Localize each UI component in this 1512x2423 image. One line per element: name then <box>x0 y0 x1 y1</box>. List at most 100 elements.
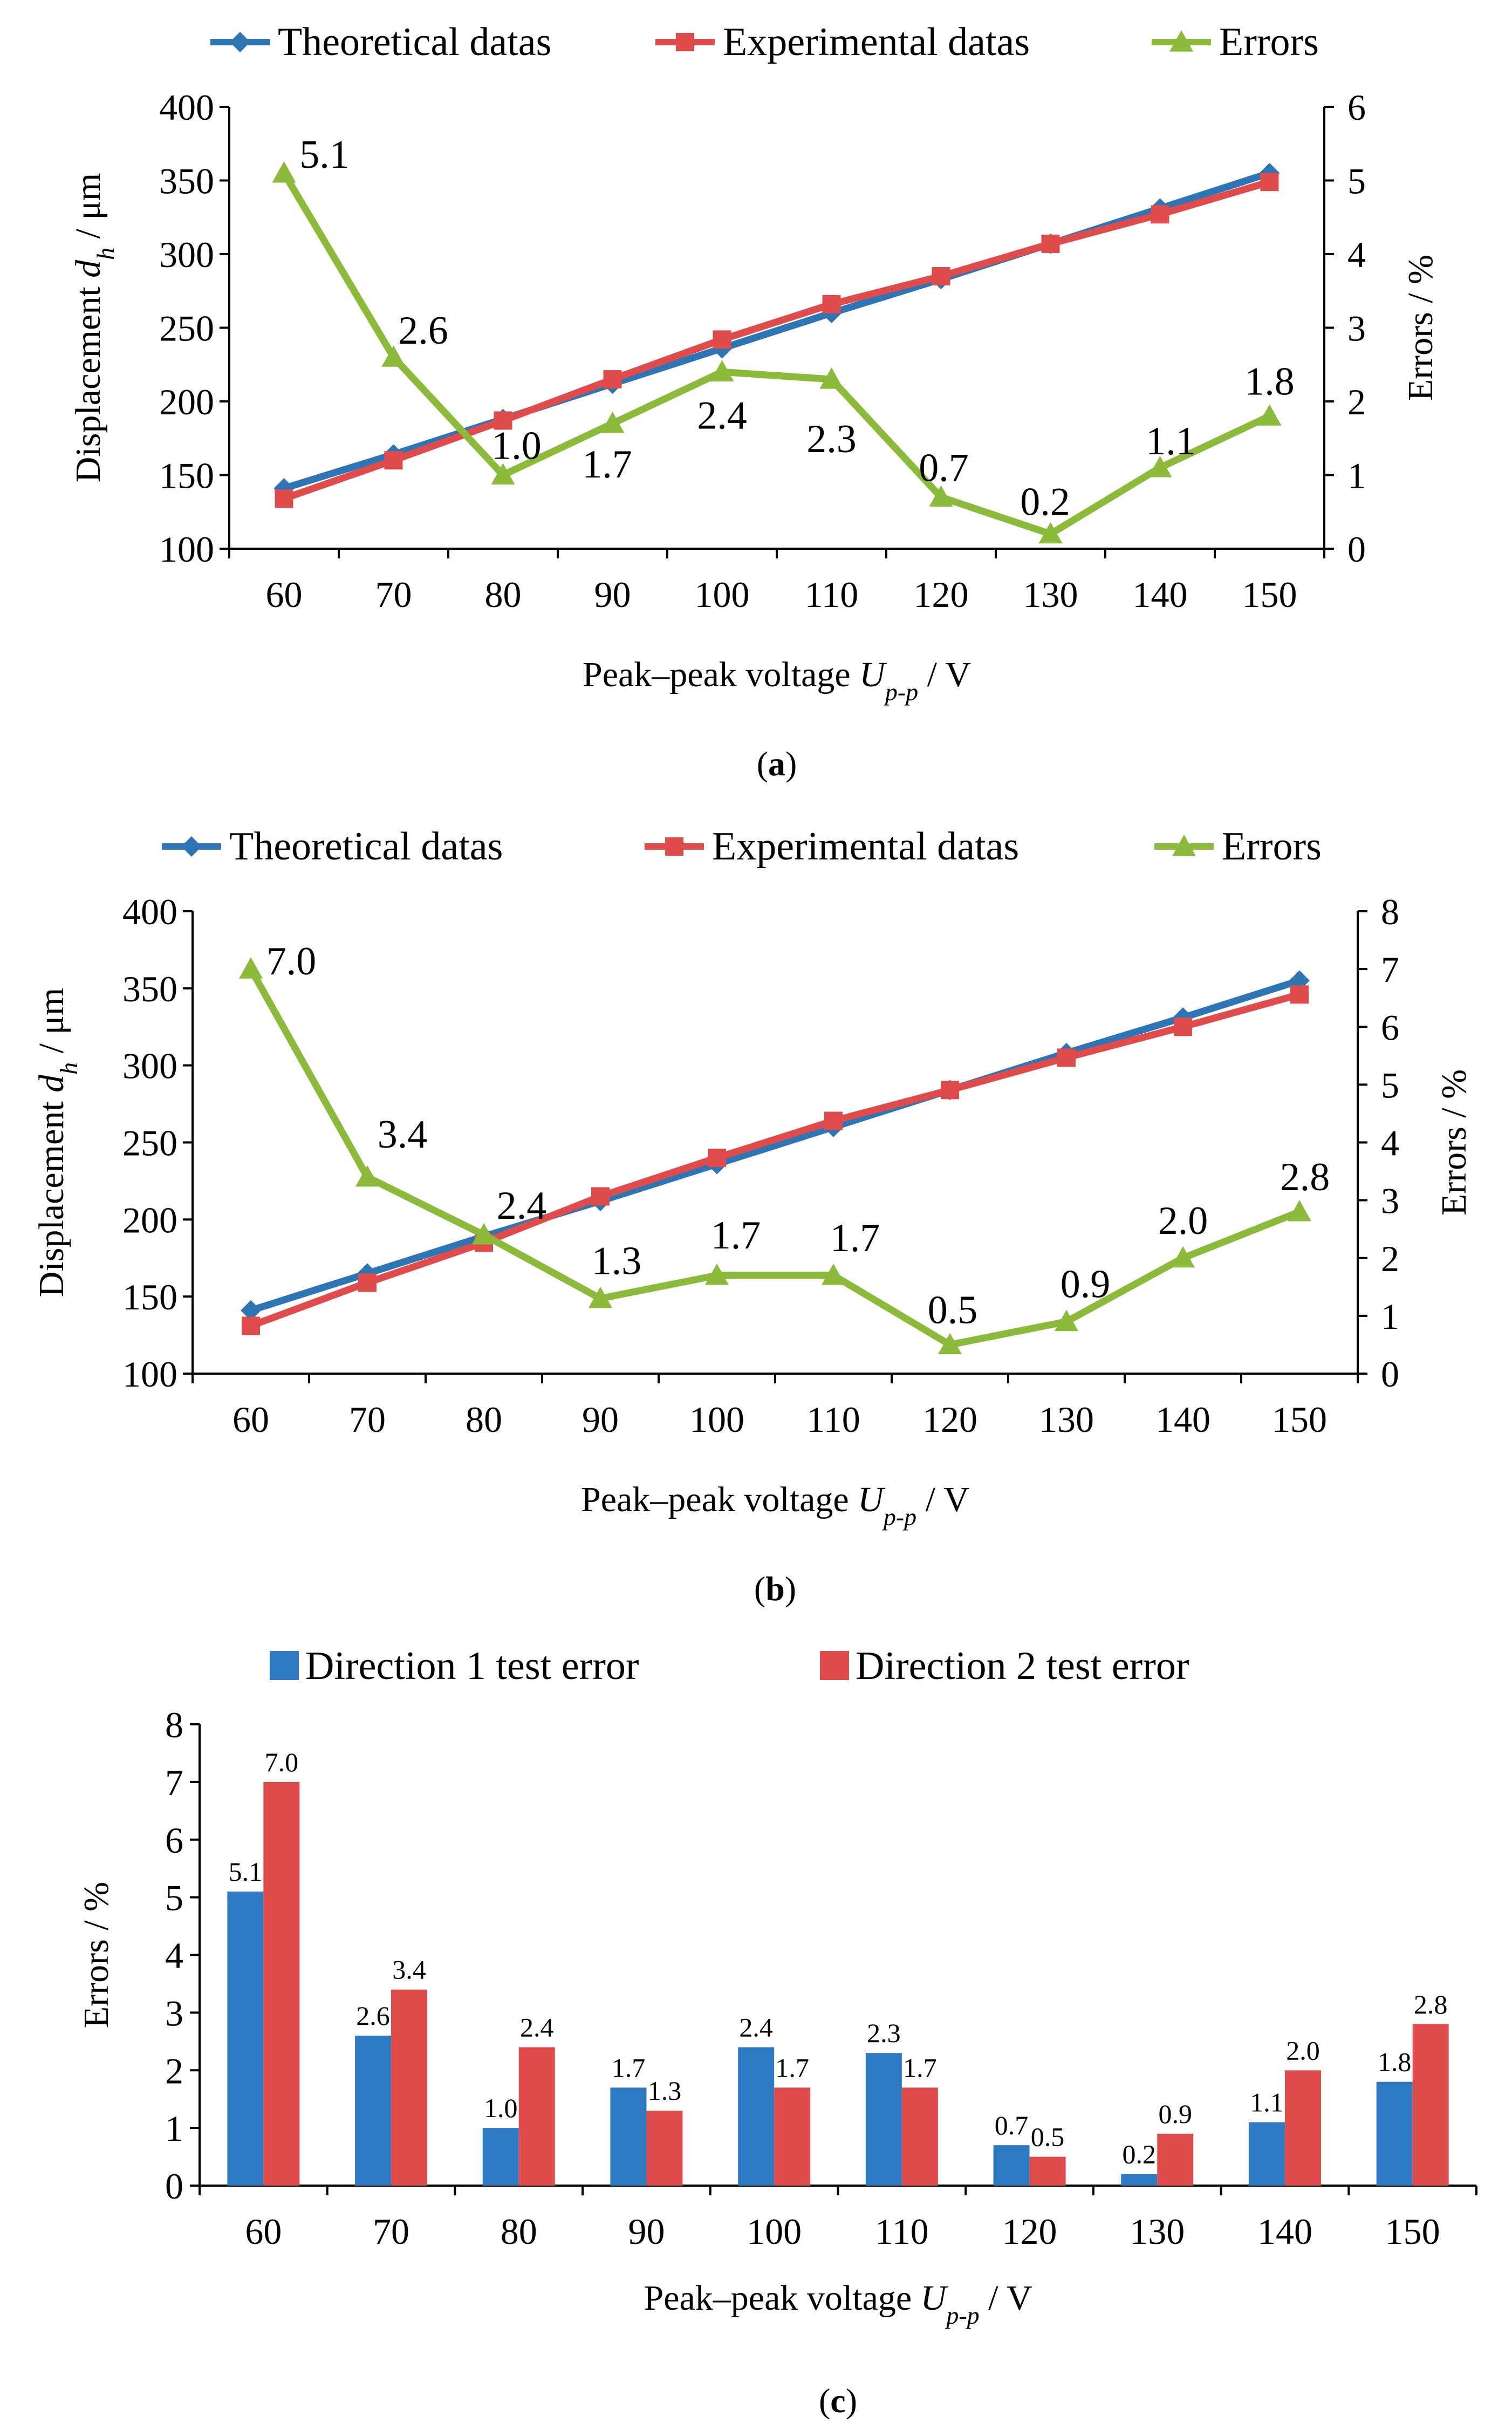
data-point <box>589 1286 612 1308</box>
left-tick-label: 100 <box>122 1354 177 1395</box>
x-tick-label: 130 <box>1023 574 1078 615</box>
series-line-2 <box>248 967 1301 1348</box>
x-tick-label: 80 <box>501 2211 537 2252</box>
x-tick-label: 130 <box>1130 2211 1185 2252</box>
left-tick-label: 350 <box>159 161 214 202</box>
data-point <box>355 1165 379 1187</box>
data-point <box>1151 205 1169 224</box>
left-tick-label: 100 <box>159 529 214 570</box>
legend-theoretical-label: Theoretical datas <box>278 20 551 64</box>
x-tick-label: 70 <box>373 2211 409 2252</box>
x-tick-label: 120 <box>914 574 969 615</box>
bar-data-label: 1.8 <box>1378 2047 1412 2077</box>
y-tick-label: 3 <box>165 1992 183 2033</box>
data-label: 1.7 <box>830 1216 880 1260</box>
legend-theoretical-label: Theoretical datas <box>229 824 503 869</box>
data-point <box>1288 1200 1311 1221</box>
y-tick-label: 8 <box>165 1704 183 1745</box>
data-point <box>1038 522 1063 544</box>
bar-data-label: 1.1 <box>1250 2087 1284 2117</box>
data-point <box>941 1081 959 1100</box>
left-tick-label: 250 <box>122 1123 177 1164</box>
chart-panel-b: 100 150 200 250 300 350 400 0 1 2 3 4 5 6 7 8 60 70 80 90 10… <box>32 824 1474 1608</box>
x-tick-label: 140 <box>1257 2211 1312 2252</box>
right-tick-label: 3 <box>1347 308 1366 349</box>
bar-data-label: 7.0 <box>265 1747 299 1777</box>
bar-direction-2 <box>1157 2133 1194 2186</box>
bar-data-label: 0.5 <box>1031 2122 1065 2152</box>
data-label: 5.1 <box>299 133 350 177</box>
series-line-1 <box>249 991 1301 1329</box>
left-tick-label: 400 <box>122 891 177 932</box>
data-point <box>603 370 622 389</box>
x-tick-label: 90 <box>628 2211 665 2252</box>
bar-data-label: 1.7 <box>903 2052 937 2083</box>
legend-experimental-label: Experimental datas <box>712 824 1019 869</box>
legend-errors-label: Errors <box>1219 20 1319 64</box>
x-tick-label: 60 <box>266 574 303 615</box>
bar-data-label: 1.3 <box>648 2076 682 2106</box>
data-point <box>713 330 731 349</box>
right-y-axis-title: Errors / % <box>1401 255 1440 401</box>
bar-direction-2 <box>1284 2070 1321 2186</box>
bar-direction-2 <box>263 1782 300 2186</box>
bar-direction-1 <box>1376 2081 1413 2186</box>
left-y-axis-title: Displacement dh / μm <box>69 173 119 482</box>
right-tick-label: 1 <box>1381 1296 1399 1337</box>
bar-direction-1 <box>1121 2174 1158 2186</box>
bar-direction-1 <box>482 2128 519 2186</box>
x-tick-label: 80 <box>485 574 522 615</box>
data-label: 2.4 <box>697 393 747 438</box>
x-tick-label: 100 <box>695 574 750 615</box>
bar-data-label: 5.1 <box>229 1857 263 1887</box>
x-tick-label: 80 <box>466 1399 502 1440</box>
data-point <box>1055 1309 1078 1332</box>
x-axis-title: Peak–peak voltage Up-p / V <box>583 655 971 706</box>
x-tick-label: 90 <box>594 574 631 615</box>
data-point <box>241 1300 261 1321</box>
series-line-2 <box>280 171 1271 538</box>
data-label: 0.9 <box>1061 1262 1111 1307</box>
x-axis-title: Peak–peak voltage Up-p / V <box>581 1480 969 1531</box>
data-point <box>1041 234 1060 253</box>
data-point <box>932 267 950 285</box>
x-tick-label: 100 <box>689 1399 744 1440</box>
bar-direction-1 <box>1248 2122 1285 2186</box>
right-tick-label: 6 <box>1347 87 1366 128</box>
bar-data-label: 2.6 <box>356 2001 390 2031</box>
bar-data-label: 3.4 <box>392 1955 426 1985</box>
right-tick-label: 2 <box>1347 381 1366 422</box>
legend-direction-2-swatch <box>820 1651 849 1680</box>
left-tick-label: 150 <box>122 1277 177 1318</box>
chart-panel-c: 0 1 2 3 4 5 6 7 8 60 70 80 90 100 110 120 130 140 150 5.1 2.… <box>77 1644 1477 2420</box>
y-tick-label: 4 <box>165 1935 183 1976</box>
x-tick-label: 120 <box>922 1399 977 1440</box>
left-tick-label: 200 <box>122 1199 177 1240</box>
bar-direction-1 <box>227 1891 264 2186</box>
bar-direction-1 <box>993 2145 1030 2186</box>
bar-direction-2 <box>391 1989 428 2186</box>
legend-experimental-label: Experimental datas <box>723 20 1030 64</box>
y-axis-title: Errors / % <box>77 1882 116 2028</box>
right-tick-label: 5 <box>1347 161 1366 202</box>
bar-direction-2 <box>1412 2024 1449 2186</box>
data-point <box>929 485 953 507</box>
right-tick-label: 2 <box>1381 1238 1399 1279</box>
bar-data-label: 0.9 <box>1159 2099 1193 2129</box>
legend-theoretical-marker <box>230 32 250 52</box>
x-tick-label: 130 <box>1039 1399 1094 1440</box>
data-point <box>938 1333 962 1355</box>
y-tick-label: 2 <box>165 2050 183 2091</box>
x-tick-label: 110 <box>805 574 858 615</box>
bar-data-label: 1.0 <box>484 2093 518 2123</box>
left-tick-label: 200 <box>159 381 214 422</box>
left-tick-label: 150 <box>159 455 214 496</box>
legend-direction-1-swatch <box>270 1651 299 1680</box>
bar-direction-1 <box>738 2047 775 2186</box>
data-label: 1.1 <box>1146 419 1196 463</box>
data-point <box>822 295 841 313</box>
data-label: 1.7 <box>711 1213 761 1258</box>
right-tick-label: 6 <box>1381 1007 1399 1048</box>
legend-errors-marker <box>1172 835 1196 856</box>
left-y-axis-title: Displacement dh / μm <box>32 988 83 1297</box>
